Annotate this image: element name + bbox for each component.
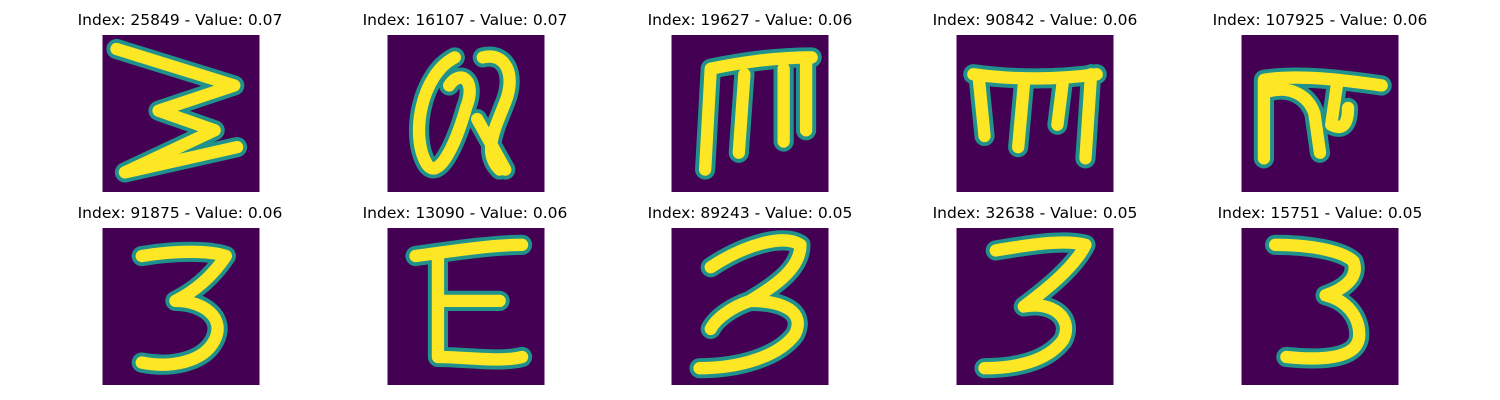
panel-title: Index: 13090 - Value: 0.06 bbox=[362, 204, 568, 222]
glyph-stroke bbox=[135, 245, 233, 371]
glyph-image bbox=[387, 35, 545, 192]
image-panel: Index: 15751 - Value: 0.05 bbox=[1170, 193, 1470, 385]
glyph-image bbox=[387, 228, 545, 385]
panel-title: Index: 32638 - Value: 0.05 bbox=[932, 204, 1138, 222]
glyph-image bbox=[102, 35, 260, 192]
glyph-image bbox=[671, 228, 829, 385]
panel-title: Index: 19627 - Value: 0.06 bbox=[647, 11, 853, 29]
panel-title: Index: 16107 - Value: 0.07 bbox=[362, 11, 568, 29]
glyph-image bbox=[1241, 228, 1399, 385]
glyph-stroke bbox=[693, 234, 807, 375]
panel-title: Index: 89243 - Value: 0.05 bbox=[647, 204, 853, 222]
glyph-image bbox=[1241, 35, 1399, 192]
panel-title: Index: 90842 - Value: 0.06 bbox=[932, 11, 1138, 29]
panel-title: Index: 107925 - Value: 0.06 bbox=[1212, 11, 1428, 29]
panel-title: Index: 15751 - Value: 0.05 bbox=[1217, 204, 1423, 222]
glyph-stroke bbox=[698, 51, 818, 176]
image-panel: Index: 107925 - Value: 0.06 bbox=[1170, 0, 1470, 192]
image-panel: Index: 16107 - Value: 0.07 bbox=[315, 0, 615, 192]
image-panel: Index: 13090 - Value: 0.06 bbox=[315, 193, 615, 385]
panel-title: Index: 91875 - Value: 0.06 bbox=[77, 204, 283, 222]
glyph-image bbox=[956, 228, 1114, 385]
image-panel: Index: 19627 - Value: 0.06 bbox=[600, 0, 900, 192]
glyph-stroke bbox=[967, 68, 1103, 165]
glyph-stroke bbox=[110, 42, 244, 179]
glyph-stroke bbox=[1268, 238, 1366, 365]
image-panel: Index: 32638 - Value: 0.05 bbox=[885, 193, 1185, 385]
glyph-stroke bbox=[1257, 71, 1388, 165]
glyph-stroke bbox=[412, 50, 516, 176]
image-panel: Index: 91875 - Value: 0.06 bbox=[30, 193, 330, 385]
image-panel: Index: 90842 - Value: 0.06 bbox=[885, 0, 1185, 192]
glyph-image bbox=[671, 35, 829, 192]
glyph-image bbox=[102, 228, 260, 385]
glyph-stroke bbox=[978, 236, 1092, 375]
image-panel: Index: 25849 - Value: 0.07 bbox=[30, 0, 330, 192]
glyph-image bbox=[956, 35, 1114, 192]
glyph-stroke bbox=[409, 238, 529, 366]
panel-title: Index: 25849 - Value: 0.07 bbox=[77, 11, 283, 29]
image-panel: Index: 89243 - Value: 0.05 bbox=[600, 193, 900, 385]
